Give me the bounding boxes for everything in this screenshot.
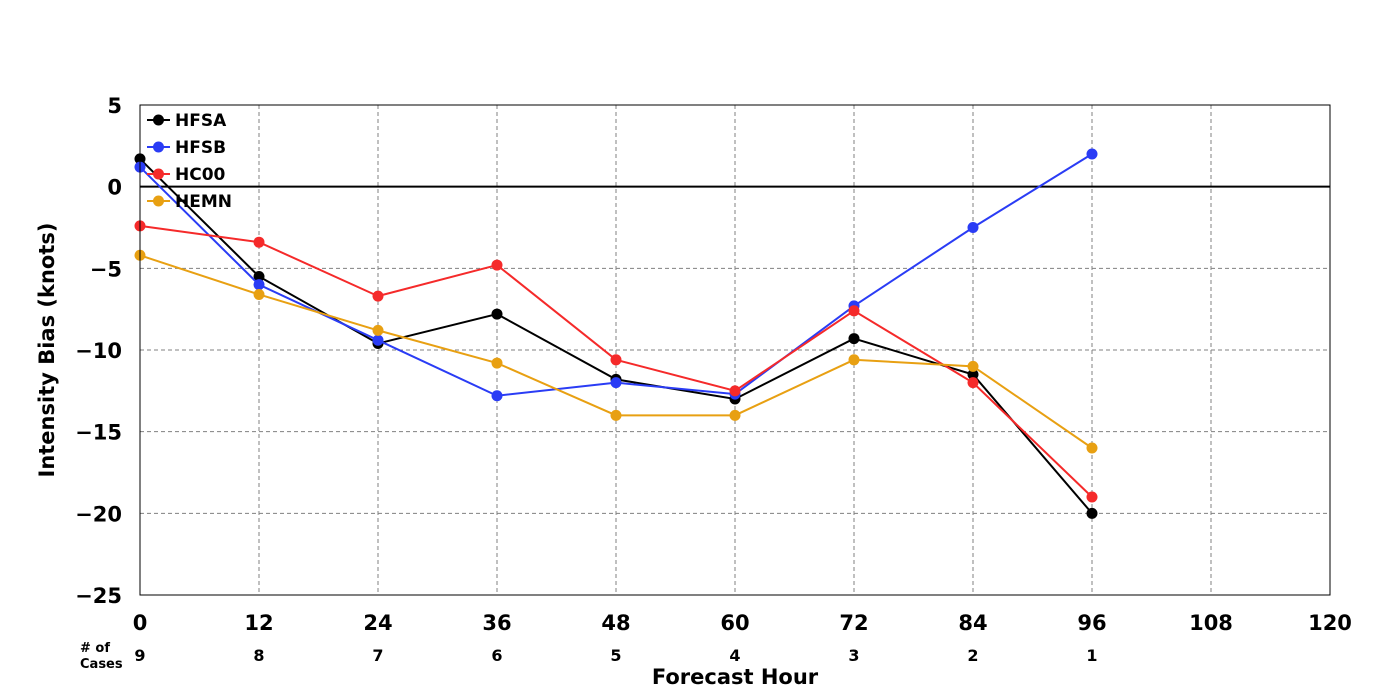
data-point-hc00 — [491, 259, 503, 271]
case-count: 3 — [848, 646, 859, 665]
case-count: 9 — [134, 646, 145, 665]
data-point-hfsa — [253, 271, 265, 282]
case-count: 8 — [253, 646, 264, 665]
case-count: 5 — [610, 646, 621, 665]
data-point-hfsa — [1086, 507, 1098, 519]
data-point-hemn — [372, 324, 384, 336]
x-tick-label: 24 — [363, 611, 392, 635]
legend-marker — [153, 114, 164, 126]
legend-entry: HFSA — [175, 111, 227, 131]
x-tick-label: 96 — [1077, 611, 1106, 635]
x-tick-label: 48 — [601, 611, 630, 635]
data-point-hc00 — [372, 290, 384, 302]
x-tick-label: 0 — [133, 611, 148, 635]
data-point-hfsa — [491, 308, 503, 320]
data-point-hemn — [729, 409, 741, 421]
x-axis-title: Forecast Hour — [652, 665, 819, 689]
data-point-hfsa — [848, 333, 860, 345]
data-point-hc00 — [967, 377, 979, 389]
x-tick-label: 36 — [482, 611, 511, 635]
case-count: 6 — [491, 646, 502, 665]
y-tick-label: −20 — [75, 502, 122, 526]
case-counts: 9 8 7 6 5 4 3 2 1 — [134, 646, 1097, 665]
legend-entry: HC00 — [175, 165, 226, 185]
data-point-hfsb — [610, 377, 622, 389]
case-count: 1 — [1086, 646, 1097, 665]
x-tick-label: 120 — [1308, 611, 1352, 635]
y-tick-label: 0 — [107, 176, 122, 200]
plot-frame — [139, 104, 1331, 596]
data-point-hemn — [1086, 442, 1098, 454]
data-point-hc00 — [610, 354, 622, 366]
y-tick-label: −25 — [75, 584, 122, 608]
data-point-hc00 — [729, 385, 741, 397]
data-point-hemn — [848, 354, 860, 366]
x-tick-label: 12 — [244, 611, 273, 635]
data-point-hemn — [253, 288, 265, 300]
legend-entry: HFSB — [175, 138, 226, 158]
data-point-hfsb — [1086, 148, 1098, 160]
x-tick-label: 60 — [720, 611, 749, 635]
case-count: 2 — [967, 646, 978, 665]
data-point-hc00 — [848, 305, 860, 317]
data-point-hemn — [967, 360, 979, 372]
data-point-hfsa — [967, 369, 979, 380]
data-point-hemn — [610, 409, 622, 421]
legend-marker — [153, 141, 164, 153]
y-tick-label: −5 — [90, 257, 122, 281]
cases-label-line1: # of — [80, 641, 110, 656]
cases-label-line2: Cases — [80, 657, 123, 672]
data-point-hc00 — [253, 236, 265, 248]
legend: HFSA HFSB HC00 HEMN — [147, 111, 232, 212]
y-tick-label: −10 — [75, 339, 122, 363]
x-tick-label: 108 — [1189, 611, 1233, 635]
case-count: 7 — [372, 646, 383, 665]
legend-marker — [153, 195, 164, 207]
legend-entry: HEMN — [175, 192, 232, 212]
series-lines — [134, 148, 1098, 519]
x-tick-label: 72 — [839, 611, 868, 635]
x-axis-ticks: 0 12 24 36 48 60 72 84 96 108 120 — [133, 611, 1352, 635]
y-axis-title: Intensity Bias (knots) — [35, 223, 59, 478]
data-point-hfsb — [967, 222, 979, 233]
legend-marker — [153, 168, 164, 180]
y-axis-ticks: 5 0 −25 −20 −15 −10 −5 — [75, 94, 122, 608]
x-tick-label: 84 — [958, 611, 987, 635]
data-point-hfsb — [253, 279, 265, 291]
data-point-hemn — [491, 357, 503, 369]
y-tick-label: −15 — [75, 421, 122, 445]
data-point-hc00 — [1086, 491, 1098, 503]
data-point-hfsb — [372, 334, 384, 346]
case-count: 4 — [729, 646, 740, 665]
grid-lines — [140, 105, 1330, 595]
data-point-hfsb — [491, 390, 503, 402]
y-tick-label: 5 — [107, 94, 122, 118]
